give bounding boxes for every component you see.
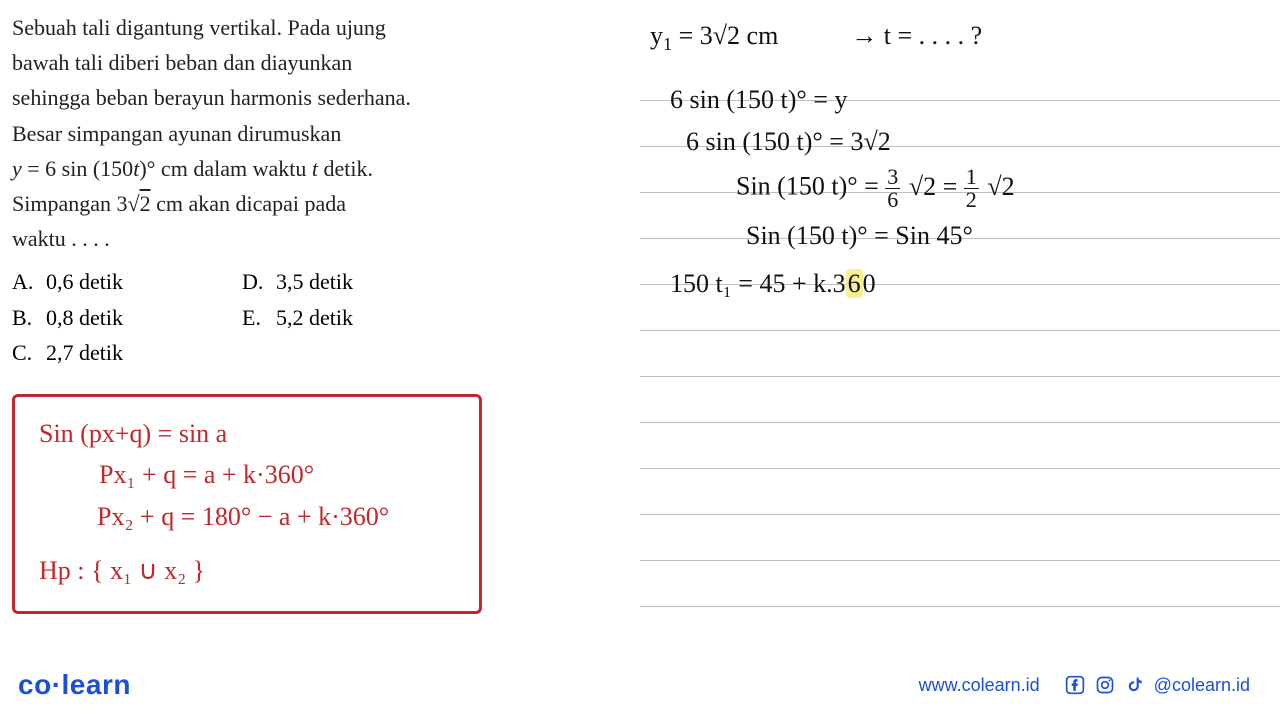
answer-e: E.5,2 detik — [242, 300, 472, 335]
formula-line: Hp : { x₁ ∪ x₂ } — [39, 550, 459, 592]
left-column: Sebuah tali digantung vertikal. Pada uju… — [0, 0, 640, 660]
problem-line: waktu . . . . — [12, 221, 620, 256]
answer-a: A.0,6 detik — [12, 264, 242, 299]
footer-right: www.colearn.id @colearn.id — [919, 674, 1250, 696]
footer: co·learn www.colearn.id @colearn.id — [0, 660, 1280, 720]
answer-choices: A.0,6 detik D.3,5 detik B.0,8 detik E.5,… — [12, 264, 620, 370]
right-column: y1 = 3√2 cm → t = . . . . ? 6 sin (150 t… — [640, 0, 1280, 660]
answer-b: B.0,8 detik — [12, 300, 242, 335]
problem-line: Besar simpangan ayunan dirumuskan — [12, 116, 620, 151]
formula-box: Sin (px+q) = sin a Px₁ + q = a + k·360° … — [12, 394, 482, 614]
formula-line: Px₂ + q = 180° − a + k·360° — [39, 496, 459, 538]
logo: co·learn — [18, 669, 131, 701]
answer-c: C.2,7 detik — [12, 335, 242, 370]
work-step: Sin (150 t)° = 36 √2 = 12 √2 — [736, 166, 1240, 211]
problem-line: Simpangan 3√2 cm akan dicapai pada — [12, 186, 620, 221]
formula-line: Px₁ + q = a + k·360° — [39, 454, 459, 496]
problem-line: Sebuah tali digantung vertikal. Pada uju… — [12, 10, 620, 45]
work-step: 6 sin (150 t)° = y — [670, 80, 1240, 119]
tiktok-icon — [1124, 674, 1146, 696]
work-given: y1 = 3√2 cm → t = . . . . ? — [650, 16, 1240, 58]
problem-line: sehingga beban berayun harmonis sederhan… — [12, 80, 620, 115]
formula-line: Sin (px+q) = sin a — [39, 413, 459, 455]
facebook-icon — [1064, 674, 1086, 696]
work-step: 6 sin (150 t)° = 3√2 — [686, 122, 1240, 161]
work-step: 150 t₁ = 45 + k.360 — [670, 264, 1240, 303]
work-step: Sin (150 t)° = Sin 45° — [746, 216, 1240, 255]
answer-d: D.3,5 detik — [242, 264, 472, 299]
problem-line: y = 6 sin (150t)° cm dalam waktu t detik… — [12, 151, 620, 186]
footer-social: @colearn.id — [1064, 674, 1250, 696]
problem-text: Sebuah tali digantung vertikal. Pada uju… — [12, 10, 620, 256]
main-area: Sebuah tali digantung vertikal. Pada uju… — [0, 0, 1280, 660]
footer-handle: @colearn.id — [1154, 675, 1250, 696]
footer-url: www.colearn.id — [919, 675, 1040, 696]
instagram-icon — [1094, 674, 1116, 696]
problem-line: bawah tali diberi beban dan diayunkan — [12, 45, 620, 80]
